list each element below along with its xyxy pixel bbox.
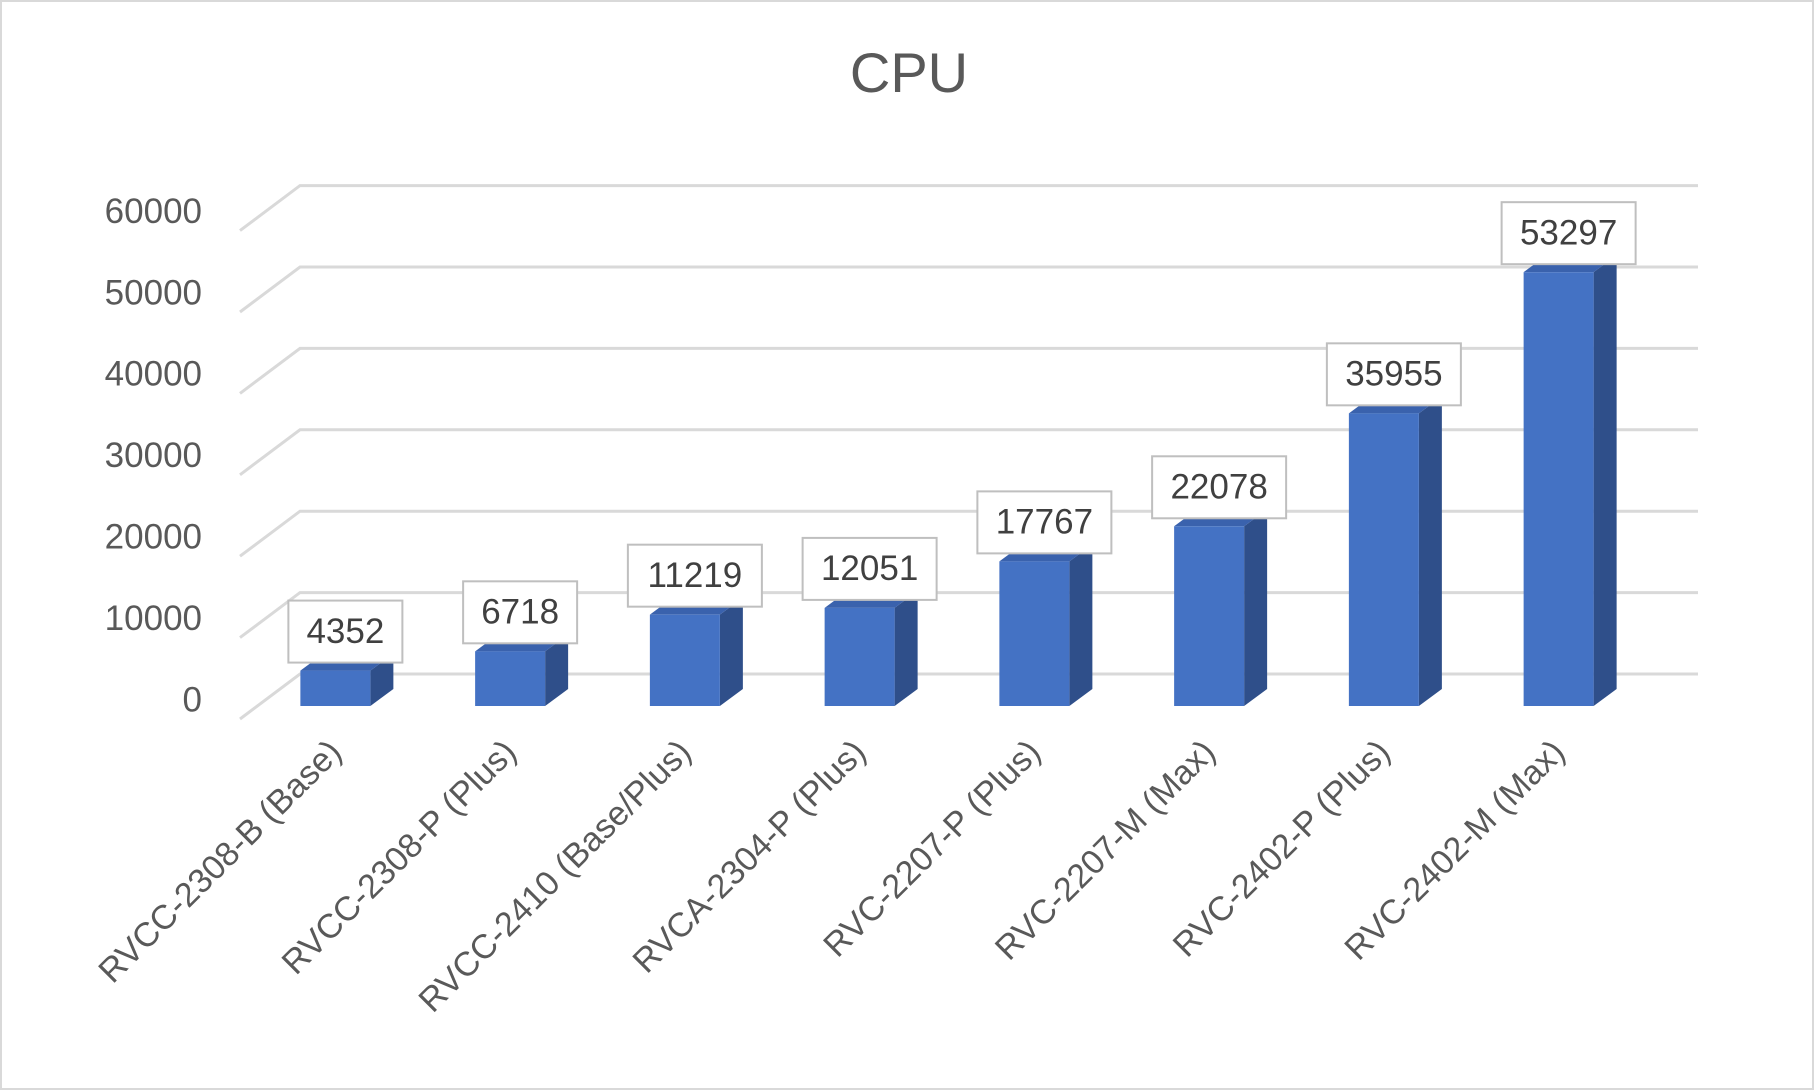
data-label-text: 53297 — [1520, 213, 1617, 252]
bar-side — [894, 590, 918, 706]
bar-front — [1174, 526, 1245, 706]
data-label: 6718 — [462, 580, 579, 645]
bar-side — [370, 653, 394, 706]
bar-side — [545, 634, 569, 706]
bar — [1348, 396, 1442, 706]
y-tick-label: 50000 — [105, 273, 202, 312]
y-tick-label: 10000 — [105, 599, 202, 638]
bar — [999, 544, 1093, 706]
bar — [649, 597, 743, 706]
data-label-box — [626, 543, 763, 608]
gridline — [239, 672, 1698, 721]
bar-side — [719, 597, 743, 706]
x-axis-categories: RVCC-2308-B (Base)RVCC-2308-P (Plus)RVCC… — [91, 733, 1572, 1020]
bar-front — [649, 614, 720, 706]
bar — [475, 634, 569, 706]
gridlines — [239, 184, 1698, 721]
y-tick-label: 0 — [183, 680, 202, 719]
y-tick-label: 60000 — [105, 192, 202, 231]
bar-front — [824, 607, 895, 706]
data-label-box — [287, 599, 404, 664]
bar-side — [1418, 396, 1442, 706]
gridline — [239, 591, 1698, 639]
bar-front — [1348, 413, 1419, 706]
data-label: 53297 — [1500, 201, 1637, 266]
bar — [824, 590, 918, 706]
data-label-text: 17767 — [996, 503, 1093, 542]
data-label-text: 12051 — [821, 549, 918, 588]
data-labels: 4352 6718 11219 12051 17767 22078 35955 53297 — [287, 201, 1637, 664]
data-label: 11219 — [626, 543, 763, 608]
gridline — [239, 184, 1698, 232]
bar-side — [1593, 255, 1617, 706]
data-label-box — [801, 536, 938, 601]
data-label: 4352 — [287, 599, 404, 664]
gridline — [239, 509, 1698, 558]
data-label: 12051 — [801, 536, 938, 601]
gridline — [239, 346, 1698, 395]
data-label-text: 22078 — [1170, 468, 1267, 507]
bar-side — [1069, 544, 1093, 706]
data-label-box — [462, 580, 579, 645]
data-label-box — [1325, 342, 1462, 407]
data-label: 17767 — [976, 490, 1113, 555]
data-label-box — [1500, 201, 1637, 266]
y-tick-label: 30000 — [105, 436, 202, 475]
y-axis-ticks: 0 10000 20000 30000 40000 50000 60000 — [105, 192, 202, 719]
chart-title: CPU — [849, 41, 969, 104]
data-label-box — [1151, 455, 1288, 520]
data-label: 22078 — [1151, 455, 1288, 520]
data-label-box — [976, 490, 1113, 555]
bar-front — [300, 670, 371, 706]
bar-side — [1244, 509, 1268, 706]
bar-front — [1523, 272, 1594, 706]
bar — [1174, 509, 1268, 706]
bar-front — [999, 561, 1070, 706]
gridline — [239, 265, 1698, 314]
bar — [1523, 255, 1617, 706]
data-label-text: 35955 — [1345, 355, 1442, 394]
gridline — [239, 428, 1698, 476]
data-label-text: 11219 — [648, 556, 743, 595]
data-label-text: 4352 — [306, 612, 384, 651]
data-label: 35955 — [1325, 342, 1462, 407]
y-tick-label: 20000 — [105, 517, 202, 556]
data-label-text: 6718 — [481, 593, 559, 632]
bar-front — [475, 651, 546, 706]
y-tick-label: 40000 — [105, 355, 202, 394]
